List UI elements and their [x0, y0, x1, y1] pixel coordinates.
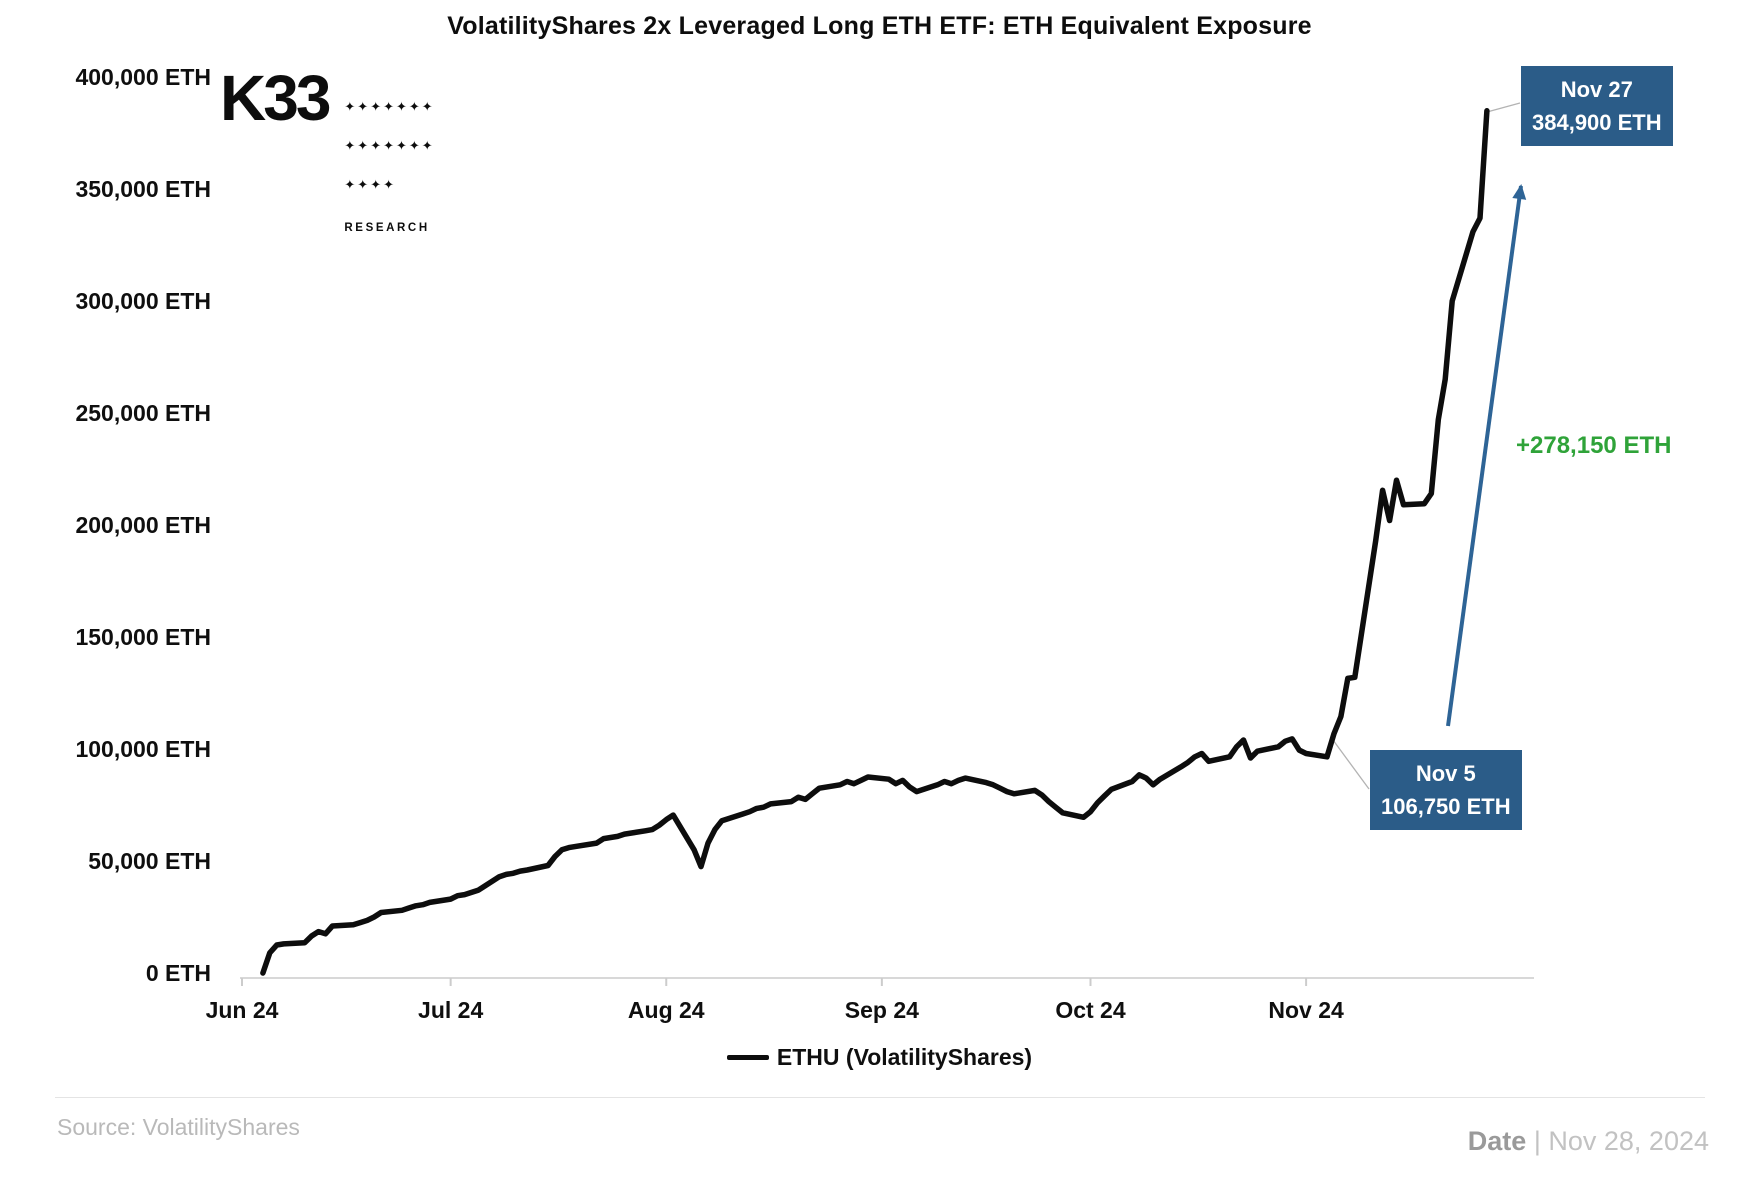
nov5-date: Nov 5 — [1415, 761, 1476, 786]
nov5-value: 106,750 ETH — [1381, 794, 1511, 819]
y-axis-label: 200,000 ETH — [75, 512, 211, 538]
delta-arrow — [1446, 184, 1527, 727]
k33-wordmark: K33 — [220, 62, 331, 134]
y-axis-label: 250,000 ETH — [75, 400, 211, 426]
k33-logo: K33 ✦✦✦✦✦✦✦ ✦✦✦✦✦✦✦ ✦✦✦✦ RESEARCH — [220, 66, 435, 234]
x-axis-label: Jul 24 — [418, 997, 484, 1023]
x-axis-label: Sep 24 — [844, 997, 919, 1023]
legend-line-swatch — [726, 1055, 769, 1060]
y-axis-label: 50,000 ETH — [88, 848, 211, 874]
delta-label: +278,150 ETH — [1516, 432, 1672, 459]
footer-divider — [55, 1097, 1705, 1098]
legend-label: ETHU (VolatilityShares) — [776, 1044, 1033, 1070]
nov27-callout: Nov 27 384,900 ETH — [1521, 66, 1673, 146]
date-stamp: Date | Nov 28, 2024 — [1468, 1126, 1709, 1157]
source-label: Source: VolatilityShares — [57, 1114, 300, 1140]
date-value: Nov 28, 2024 — [1548, 1126, 1709, 1156]
y-axis-label: 400,000 ETH — [75, 64, 211, 90]
month-tick-marks — [241, 978, 1308, 986]
x-axis-label: Jun 24 — [205, 997, 279, 1023]
date-separator: | — [1533, 1126, 1541, 1156]
nov27-callout-connector — [1486, 102, 1521, 113]
nov27-date: Nov 27 — [1560, 77, 1633, 102]
k33-mark-icon: ✦✦✦✦✦✦✦ ✦✦✦✦✦✦✦ ✦✦✦✦ — [344, 99, 435, 192]
y-axis-label: 350,000 ETH — [75, 176, 211, 202]
x-axis-label: Oct 24 — [1055, 997, 1126, 1023]
y-axis-label: 0 ETH — [145, 960, 211, 986]
nov27-value: 384,900 ETH — [1532, 110, 1662, 135]
ethu-series-line — [260, 108, 1490, 976]
x-axis-label: Nov 24 — [1268, 997, 1344, 1023]
date-label: Date — [1467, 1126, 1527, 1156]
k33-mark-block: ✦✦✦✦✦✦✦ ✦✦✦✦✦✦✦ ✦✦✦✦ RESEARCH — [344, 74, 434, 234]
chart-title: VolatilityShares 2x Leveraged Long ETH E… — [447, 12, 1312, 40]
k33-research-label: RESEARCH — [344, 222, 430, 234]
y-axis-label: 300,000 ETH — [75, 288, 211, 314]
x-axis-label: Aug 24 — [627, 997, 705, 1023]
y-axis-label: 150,000 ETH — [75, 624, 211, 650]
y-axis-label: 100,000 ETH — [75, 736, 211, 762]
legend: ETHU (VolatilityShares) — [0, 1044, 1759, 1071]
nov5-callout: Nov 5 106,750 ETH — [1370, 750, 1522, 830]
nov5-callout-connector — [1332, 739, 1370, 790]
